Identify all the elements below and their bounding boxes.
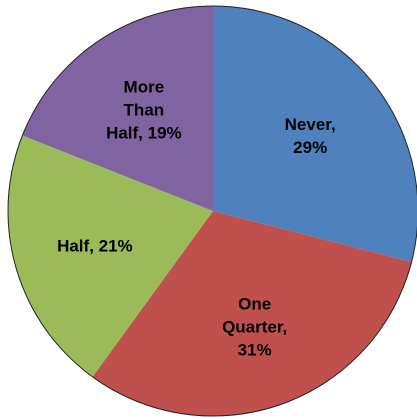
data-label-line: Than [124, 100, 165, 119]
data-label-half: Half, 21% [57, 236, 133, 255]
pie-slice-never [213, 6, 417, 262]
data-label-line: Half, 19% [106, 123, 182, 142]
data-label-more-than-half: More Than Half, 19% [106, 77, 182, 142]
pie-slice-more-than-half [22, 6, 214, 211]
data-label-line: More [124, 77, 165, 96]
data-label-never: Never, 29% [285, 115, 336, 157]
pie-slice-one-quarter [92, 211, 412, 416]
data-label-line: Half, 21% [57, 236, 133, 255]
data-label-one-quarter: One Quarter, 31% [222, 295, 287, 360]
data-label-line: Never, [285, 115, 336, 134]
pie-slices [7, 5, 417, 417]
data-label-line: 29% [293, 138, 327, 157]
pie-labels: Never, 29% One Quarter, 31% Half, 21% More Than… [57, 77, 336, 359]
data-label-line: 31% [238, 341, 272, 360]
data-label-line: Quarter, [222, 318, 287, 337]
data-label-line: One [238, 295, 271, 314]
pie-slice-half [7, 135, 214, 377]
pie-outline [7, 5, 417, 417]
